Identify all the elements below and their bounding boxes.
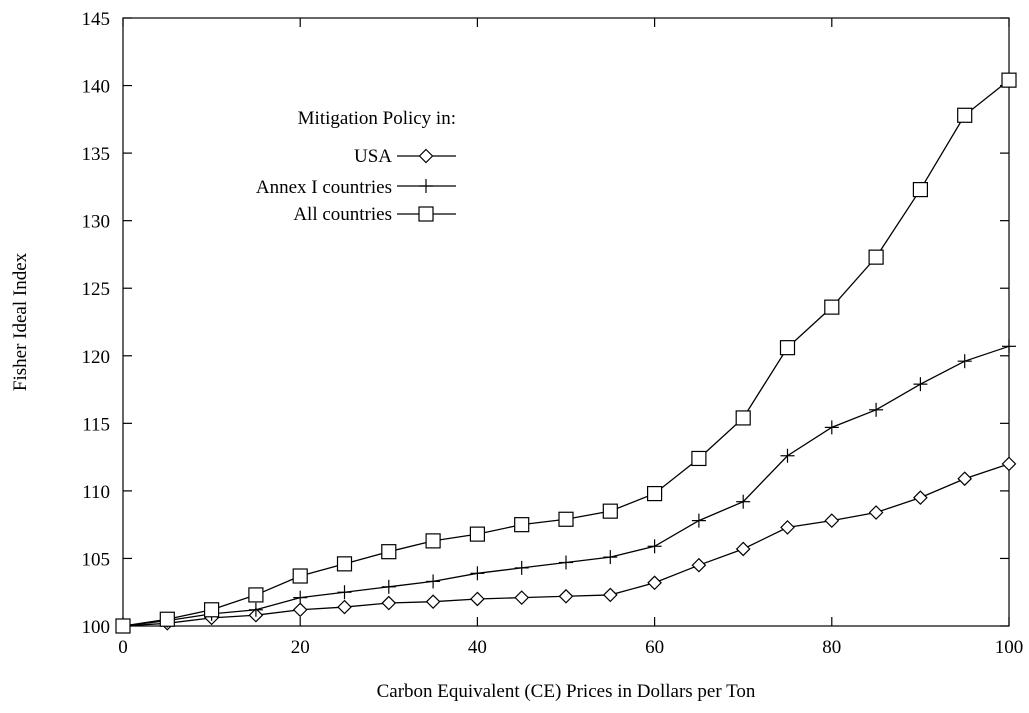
- data-point-all-countries: [514, 517, 530, 533]
- x-axis-label: Carbon Equivalent (CE) Prices in Dollars…: [377, 681, 756, 702]
- data-point-all-countries: [425, 533, 441, 549]
- y-tick-label: 110: [82, 482, 110, 503]
- data-point-usa: [957, 471, 973, 487]
- data-point-annex-i-countries: [1002, 339, 1016, 354]
- data-point-all-countries: [824, 299, 840, 315]
- data-point-annex-i-countries: [869, 402, 884, 417]
- data-point-usa: [514, 590, 530, 605]
- data-point-all-countries: [159, 611, 175, 627]
- y-tick-label: 125: [82, 279, 111, 300]
- series-line-all-countries: [122, 79, 1010, 627]
- data-point-all-countries: [336, 556, 353, 572]
- data-point-all-countries: [602, 503, 618, 519]
- axis-tick-labels: 0 20 40 60 80 100 100 105 110 115 120 125 130 135 140 1…: [82, 9, 1024, 658]
- data-point-usa: [602, 587, 618, 603]
- data-point-annex-i-countries: [514, 560, 529, 575]
- legend-title: Mitigation Policy in:: [298, 108, 456, 129]
- data-point-usa: [558, 588, 574, 604]
- data-point-all-countries: [558, 511, 574, 527]
- data-point-usa: [868, 505, 884, 520]
- axis-ticks: [122, 17, 1010, 627]
- data-point-usa: [647, 575, 662, 591]
- data-point-annex-i-countries: [603, 550, 618, 565]
- data-point-annex-i-countries: [913, 377, 928, 392]
- legend-label-annex: Annex I countries: [256, 177, 392, 198]
- y-tick-label: 145: [82, 9, 111, 30]
- data-point-annex-i-countries: [293, 590, 308, 605]
- data-point-annex-i-countries: [957, 354, 972, 369]
- series-line-annex-i-countries: [122, 345, 1010, 627]
- data-point-all-countries: [292, 568, 308, 584]
- y-tick-label: 105: [82, 549, 111, 570]
- data-point-all-countries: [381, 544, 397, 560]
- data-point-usa: [780, 520, 795, 535]
- x-tick-label: 60: [645, 637, 664, 658]
- y-tick-label: 135: [82, 144, 111, 165]
- data-point-usa: [691, 557, 707, 573]
- data-point-all-countries: [691, 450, 707, 467]
- x-tick-label: 100: [995, 637, 1024, 658]
- y-axis-label: Fisher Ideal Index: [10, 252, 31, 391]
- data-point-all-countries: [912, 181, 929, 198]
- data-point-all-countries: [957, 107, 973, 123]
- y-tick-label: 100: [82, 617, 111, 638]
- data-point-usa: [337, 599, 352, 615]
- data-point-all-countries: [646, 485, 663, 502]
- plot-area-frame: [122, 17, 1010, 627]
- data-point-annex-i-countries: [691, 513, 706, 528]
- data-point-all-countries: [1001, 72, 1017, 88]
- legend-marker-usa: [418, 148, 434, 164]
- data-point-all-countries: [204, 602, 220, 618]
- y-tick-label: 115: [82, 414, 110, 435]
- x-tick-label: 0: [118, 637, 128, 658]
- data-point-annex-i-countries: [470, 566, 485, 581]
- data-point-all-countries: [469, 526, 485, 542]
- data-point-annex-i-countries: [559, 555, 573, 570]
- x-tick-label: 80: [822, 637, 841, 658]
- data-point-all-countries: [779, 340, 796, 356]
- x-tick-label: 40: [468, 637, 487, 658]
- series-layer: [115, 72, 1017, 634]
- data-point-usa: [824, 513, 840, 528]
- data-point-usa: [381, 595, 397, 611]
- data-point-usa: [735, 541, 751, 557]
- data-point-all-countries: [115, 618, 131, 634]
- data-point-usa: [1001, 456, 1017, 472]
- data-point-all-countries: [868, 249, 884, 265]
- data-point-all-countries: [735, 410, 751, 426]
- data-point-all-countries: [248, 587, 264, 603]
- y-tick-label: 140: [82, 77, 111, 98]
- data-point-usa: [913, 490, 928, 505]
- legend-label-usa: USA: [354, 146, 392, 167]
- data-point-annex-i-countries: [647, 539, 662, 554]
- data-point-annex-i-countries: [780, 448, 795, 463]
- data-point-annex-i-countries: [381, 579, 396, 594]
- legend-marker-all-countries: [418, 206, 434, 222]
- y-tick-label: 130: [82, 212, 111, 233]
- data-point-usa: [470, 591, 485, 607]
- legend: Mitigation Policy in: USA Annex I countr…: [256, 108, 456, 225]
- x-tick-label: 20: [291, 637, 310, 658]
- legend-label-all: All countries: [293, 204, 392, 225]
- data-point-annex-i-countries: [248, 602, 263, 617]
- legend-marks: [397, 148, 456, 222]
- y-tick-label: 120: [82, 347, 111, 368]
- data-point-usa: [425, 594, 441, 610]
- data-point-annex-i-countries: [426, 574, 441, 589]
- data-point-annex-i-countries: [736, 494, 751, 509]
- data-point-annex-i-countries: [824, 420, 839, 435]
- data-point-annex-i-countries: [337, 585, 352, 600]
- data-point-usa: [292, 602, 308, 618]
- legend-marker-annex-i-countries: [419, 179, 433, 193]
